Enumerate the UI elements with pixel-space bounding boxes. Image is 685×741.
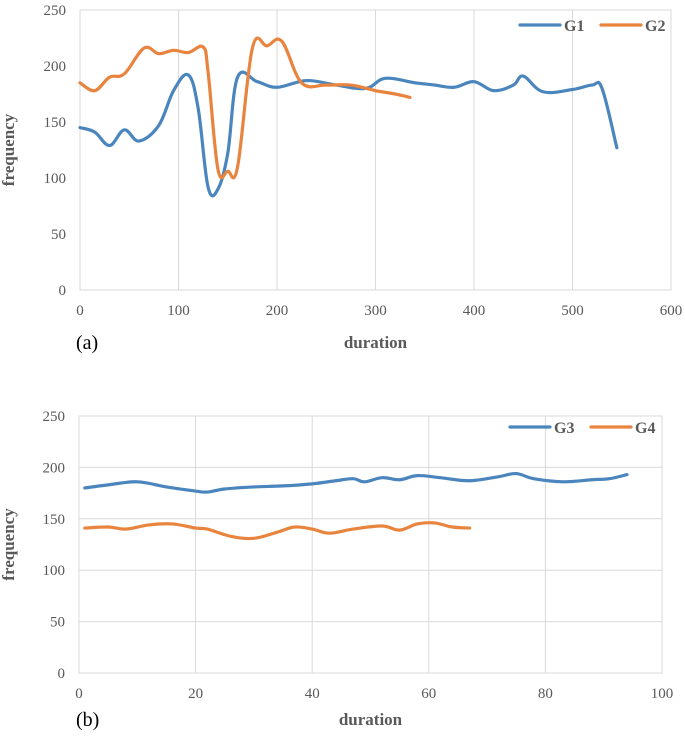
- x-tick-label: 100: [651, 686, 674, 702]
- panel-label: (a): [76, 332, 98, 354]
- y-tick-label: 200: [43, 460, 66, 476]
- y-tick-label: 0: [59, 283, 67, 299]
- y-tick-label: 250: [43, 409, 66, 425]
- x-tick-label: 500: [561, 303, 584, 319]
- y-tick-label: 150: [44, 115, 67, 131]
- x-tick-label: 0: [76, 303, 84, 319]
- series-line-g4: [83, 521, 472, 541]
- y-tick-label: 50: [51, 227, 66, 243]
- legend-label-g3: G3: [554, 420, 574, 437]
- x-axis-title: duration: [344, 333, 408, 352]
- legend-label-g2: G2: [645, 18, 665, 35]
- y-axis-title: frequency: [0, 508, 18, 581]
- y-tick-label: 50: [50, 615, 65, 631]
- x-tick-label: 20: [188, 686, 203, 702]
- x-tick-label: 100: [167, 303, 190, 319]
- y-tick-label: 150: [43, 512, 66, 528]
- y-axis-title: frequency: [0, 113, 18, 186]
- y-tick-label: 100: [44, 171, 67, 187]
- x-tick-label: 0: [75, 686, 83, 702]
- x-tick-label: 200: [266, 303, 289, 319]
- x-tick-label: 600: [660, 303, 683, 319]
- x-tick-label: 300: [364, 303, 387, 319]
- x-tick-label: 400: [463, 303, 486, 319]
- series-line-g1: [78, 70, 619, 198]
- legend-label-g4: G4: [635, 420, 655, 437]
- series-line-g2: [78, 36, 412, 180]
- panel-label: (b): [76, 709, 99, 731]
- x-tick-label: 40: [305, 686, 320, 702]
- x-axis-title: duration: [339, 710, 403, 729]
- y-tick-label: 200: [44, 59, 67, 75]
- x-tick-label: 80: [538, 686, 553, 702]
- chart-panel-b: 0 20 40 60 80 100 0 50 100 150 200 250 duration frequ…: [0, 409, 673, 731]
- plot-area-frame: [78, 415, 663, 674]
- y-tick-label: 0: [58, 666, 66, 682]
- chart-panel-a: 0 100 200 300 400 500 600 0 50 100 150 200 250 durati…: [0, 3, 682, 354]
- x-tick-label: 60: [421, 686, 436, 702]
- y-tick-label: 100: [43, 563, 66, 579]
- legend-label-g1: G1: [564, 18, 584, 35]
- series-line-g3: [83, 471, 629, 494]
- y-tick-label: 250: [44, 3, 67, 19]
